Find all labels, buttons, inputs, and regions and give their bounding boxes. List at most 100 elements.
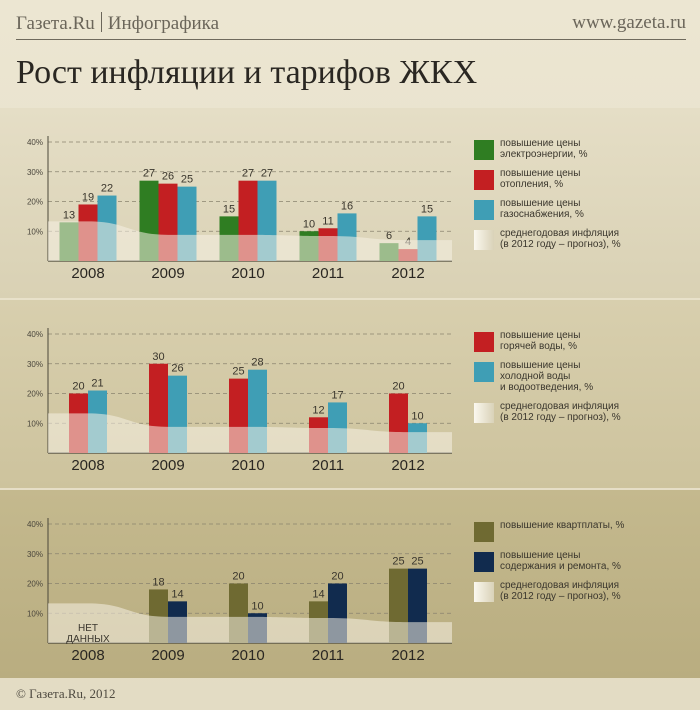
legend-label: повышение цены газоснабжения, % bbox=[500, 198, 690, 220]
inflation-area bbox=[48, 413, 452, 453]
data-label: 11 bbox=[322, 215, 333, 227]
data-label: 15 bbox=[421, 203, 433, 215]
x-tick-label: 2012 bbox=[391, 647, 424, 664]
data-label: 10 bbox=[303, 218, 315, 230]
legend-label: повышение квартплаты, % bbox=[500, 520, 690, 531]
data-label: 27 bbox=[143, 168, 155, 180]
legend-swatch bbox=[474, 552, 494, 572]
legend-label: повышение цены горячей воды, % bbox=[500, 330, 690, 352]
data-label: 25 bbox=[411, 556, 423, 568]
data-label: 20 bbox=[392, 381, 404, 393]
data-label: 20 bbox=[232, 571, 244, 583]
legend-item: повышение цены электроэнергии, % bbox=[474, 138, 694, 164]
legend-label: среднегодовая инфляция (в 2012 году – про… bbox=[500, 401, 690, 423]
legend-label: повышение цены электроэнергии, % bbox=[500, 138, 690, 160]
y-tick-label: 10% bbox=[27, 609, 43, 618]
legend-swatch bbox=[474, 230, 494, 250]
legend-label-line: повышение цены bbox=[500, 138, 581, 149]
x-tick-label: 2011 bbox=[312, 457, 344, 474]
y-tick-label: 40% bbox=[27, 330, 43, 339]
legend-label-line: (в 2012 году – прогноз), % bbox=[500, 412, 621, 423]
data-label: 27 bbox=[261, 168, 273, 180]
legend-label-line: повышение цены bbox=[500, 550, 581, 561]
x-tick-label: 2012 bbox=[391, 457, 424, 474]
data-label: 14 bbox=[171, 588, 183, 600]
x-tick-label: 2011 bbox=[312, 265, 344, 282]
legend-label-line: содержания и ремонта, % bbox=[500, 561, 621, 572]
legend-item: среднегодовая инфляция (в 2012 году – про… bbox=[474, 228, 694, 254]
legend-label: среднегодовая инфляция (в 2012 году – про… bbox=[500, 580, 690, 602]
legend-item: среднегодовая инфляция (в 2012 году – про… bbox=[474, 401, 694, 427]
chart-svg: 10%20%30%40%1327151061926271142225271615… bbox=[27, 136, 452, 282]
site-url[interactable]: www.gazeta.ru bbox=[572, 12, 686, 33]
x-tick-label: 2012 bbox=[391, 265, 424, 282]
legend-label-line: среднегодовая инфляция bbox=[500, 401, 620, 412]
no-data-note: ДАННЫХ bbox=[66, 634, 110, 645]
x-tick-label: 2008 bbox=[71, 265, 104, 282]
y-tick-label: 10% bbox=[27, 419, 43, 428]
brand-separator bbox=[100, 12, 102, 32]
x-tick-label: 2008 bbox=[71, 457, 104, 474]
inflation-area bbox=[48, 603, 452, 643]
legend-label-line: и водоотведения, % bbox=[500, 382, 594, 393]
y-tick-label: 20% bbox=[27, 390, 43, 399]
data-label: 30 bbox=[152, 351, 164, 363]
legend-swatch bbox=[474, 200, 494, 220]
legend-label-line: повышение цены bbox=[500, 168, 581, 179]
legend-label-line: холодной воды bbox=[500, 371, 571, 382]
no-data-note: НЕТ bbox=[78, 623, 98, 634]
y-tick-label: 20% bbox=[27, 198, 43, 207]
data-label: 6 bbox=[386, 230, 392, 242]
x-tick-label: 2009 bbox=[151, 647, 184, 664]
data-label: 10 bbox=[411, 410, 423, 422]
legend-item: повышение квартплаты, % bbox=[474, 520, 694, 546]
legend-label: среднегодовая инфляция (в 2012 году – про… bbox=[500, 228, 690, 250]
data-label: 28 bbox=[251, 357, 263, 369]
chart-svg: 10% 20% 30% 40% 20 30 25 12 20 21 26 28 17 10 2008 2009… bbox=[27, 328, 452, 474]
brand: Газета.Ru Инфографика bbox=[16, 12, 219, 35]
data-label: 27 bbox=[242, 168, 254, 180]
header-divider bbox=[16, 39, 686, 40]
data-label: 12 bbox=[312, 404, 324, 416]
x-tick-label: 2009 bbox=[151, 457, 184, 474]
legend-swatch bbox=[474, 140, 494, 160]
legend-label-line: среднегодовая инфляция bbox=[500, 228, 620, 239]
legend-label-line: повышение цены bbox=[500, 330, 581, 341]
x-tick-label: 2010 bbox=[231, 647, 264, 664]
legend-label-line: повышение цены bbox=[500, 198, 581, 209]
legend-swatch bbox=[474, 170, 494, 190]
y-tick-label: 30% bbox=[27, 168, 43, 177]
y-tick-label: 20% bbox=[27, 580, 43, 589]
legend-item: повышение цены отопления, % bbox=[474, 168, 694, 194]
chart-panel-rent-maintenance: 10% 20% 30% 40% 18 20 14 25 14 10 20 25 НЕТ ДАННЫХ 200… bbox=[0, 490, 700, 678]
data-label: 26 bbox=[162, 171, 174, 183]
x-tick-label: 2010 bbox=[231, 265, 264, 282]
data-label: 16 bbox=[341, 200, 353, 212]
y-tick-label: 30% bbox=[27, 360, 43, 369]
legend-item: повышение цены содержания и ремонта, % bbox=[474, 550, 694, 576]
data-label: 13 bbox=[63, 209, 75, 221]
data-label: 25 bbox=[232, 366, 244, 378]
x-tick-label: 2009 bbox=[151, 265, 184, 282]
data-label: 17 bbox=[331, 389, 343, 401]
legend-label: повышение цены отопления, % bbox=[500, 168, 690, 190]
data-label: 20 bbox=[72, 381, 84, 393]
section-name: Инфографика bbox=[107, 13, 220, 34]
brand-name: Газета.Ru bbox=[16, 13, 95, 34]
data-label: 25 bbox=[181, 174, 193, 186]
data-label: 10 bbox=[251, 600, 263, 612]
data-label: 20 bbox=[331, 571, 343, 583]
legend-label-line: электроэнергии, % bbox=[500, 149, 588, 160]
data-label: 14 bbox=[312, 588, 324, 600]
data-label: 22 bbox=[101, 183, 113, 195]
legend-label-line: среднегодовая инфляция bbox=[500, 580, 620, 591]
legend-swatch bbox=[474, 403, 494, 423]
data-label: 19 bbox=[82, 191, 94, 203]
copyright-footer: © Газета.Ru, 2012 bbox=[16, 686, 116, 701]
chart-panel-electricity-heating-gas: 10%20%30%40%1327151061926271142225271615… bbox=[0, 108, 700, 298]
legend-item: повышение цены газоснабжения, % bbox=[474, 198, 694, 224]
chart-panel-water: 10% 20% 30% 40% 20 30 25 12 20 21 26 28 17 10 2008 2009… bbox=[0, 300, 700, 488]
legend-label: повышение цены холодной воды и водоотведен… bbox=[500, 360, 690, 393]
